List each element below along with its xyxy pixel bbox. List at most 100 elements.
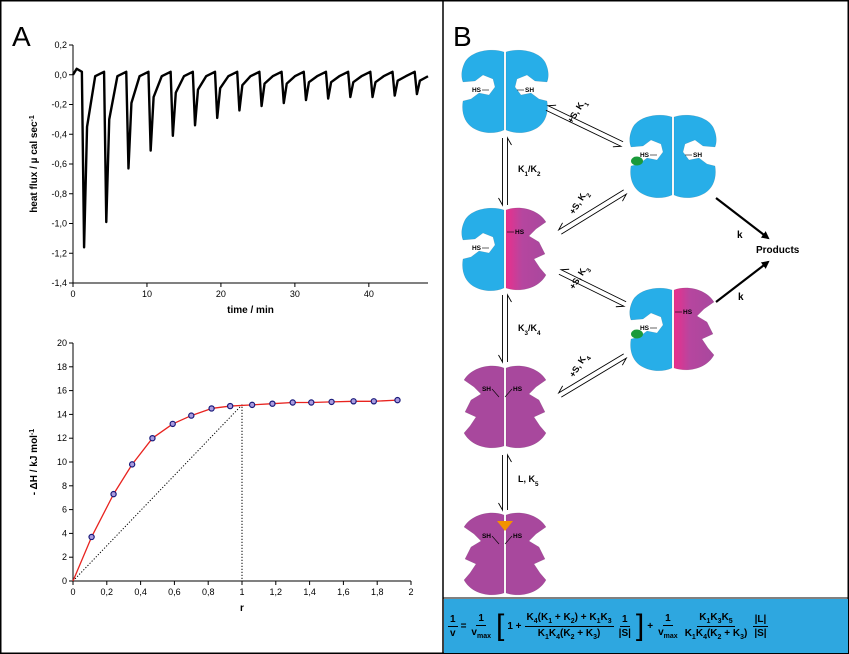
site-pointer <box>491 535 500 545</box>
subunit <box>461 207 505 291</box>
subscript: 1 <box>545 633 549 641</box>
subscript: 2 <box>537 171 541 178</box>
equation-term: K1K3K5 <box>697 612 735 627</box>
equation-term: vmax <box>656 626 680 640</box>
subscript: 1 <box>706 617 711 625</box>
text-part: K <box>600 611 608 623</box>
data-point <box>394 396 401 404</box>
subscript: 4 <box>556 633 561 641</box>
data-point <box>289 399 296 406</box>
data-point <box>88 533 95 541</box>
equation-term: K1K4(K2 + K3) <box>683 627 750 641</box>
equilibrium-arrow <box>498 136 512 207</box>
equilibrium-arrow <box>498 453 512 512</box>
subunit <box>463 365 505 449</box>
text-part: ) + K <box>574 611 597 623</box>
subunit <box>673 287 715 371</box>
equation-term: K4(K1 + K2) + K1K3 <box>524 611 614 627</box>
text-part: /K <box>528 164 538 174</box>
equilibrium-label: K1/K2 <box>518 164 541 178</box>
rate-arrow <box>715 260 770 303</box>
site-pointer <box>491 388 500 398</box>
ligand <box>497 521 513 531</box>
data-point <box>248 401 256 409</box>
equilibrium-arrow <box>498 293 512 364</box>
y-tick-label: -0,4 <box>51 129 67 139</box>
equation-term: v <box>450 627 456 639</box>
text-part: (K <box>560 627 571 639</box>
site-label: SH <box>693 152 702 159</box>
y-axis-label-text: - ΔH / kJ mol <box>29 435 40 495</box>
x-tick-label: 0,4 <box>134 587 147 597</box>
equation-term: 1 <box>663 612 673 626</box>
text-part: + K <box>721 627 741 639</box>
enzyme-dimer: SH HS <box>463 365 547 449</box>
y-axis-label-text: heat flux / µ cal sec <box>29 121 40 213</box>
subunit <box>461 49 505 133</box>
equilibrium-label: +S, K3 <box>567 263 593 293</box>
equation-term: |L| <box>752 613 769 627</box>
subscript: 3 <box>607 617 612 625</box>
x-tick-label: 1,4 <box>303 587 316 597</box>
data-line <box>72 399 398 582</box>
site-pointer <box>504 535 513 545</box>
y-tick-label: 18 <box>57 362 67 372</box>
data-point <box>328 398 335 406</box>
panel-label: A <box>12 21 31 52</box>
subscript: 2 <box>570 617 575 625</box>
x-tick-label: 1,8 <box>371 587 384 597</box>
subunit <box>505 512 547 596</box>
subunit <box>629 114 673 198</box>
site-label: HS <box>513 533 523 540</box>
x-tick-label: 1,6 <box>337 587 350 597</box>
subscript: 4 <box>703 633 707 641</box>
x-tick-label: 0,2 <box>101 587 114 597</box>
subscript: max <box>476 632 491 640</box>
data-point <box>188 412 195 419</box>
x-tick-label: 0 <box>70 587 75 597</box>
subscript: 4 <box>585 355 593 362</box>
fraction: 1 vmax <box>469 613 493 640</box>
subscript: 5 <box>535 481 539 488</box>
panel-label: B <box>453 21 472 52</box>
equilibrium-arrow <box>558 268 627 308</box>
subscript: 2 <box>570 633 575 641</box>
data-point <box>370 398 378 405</box>
superscript: -1 <box>29 115 36 121</box>
data-point <box>149 435 156 442</box>
y-tick-label: -1,0 <box>51 219 67 229</box>
y-tick-label: 2 <box>62 552 67 562</box>
text-part: K <box>548 627 557 639</box>
enzyme-dimer: HS SH <box>629 114 717 198</box>
subscript: 3 <box>740 633 744 641</box>
equation-term: ] <box>635 609 645 642</box>
subunit <box>505 207 547 291</box>
subscript: 1 <box>596 617 601 625</box>
subscript: 1 <box>548 617 553 625</box>
equation-term: [ <box>495 609 505 642</box>
equation-term: 1 + <box>507 620 522 632</box>
subscript: 4 <box>533 617 538 625</box>
equilibrium-label: +S, K2 <box>567 188 593 218</box>
subscript: 3 <box>593 633 598 641</box>
site-label: HS <box>683 309 693 316</box>
y-tick-label: 16 <box>57 386 67 396</box>
y-tick-label: 10 <box>57 457 67 467</box>
enzyme-dimer: HS HS <box>629 287 715 371</box>
x-tick-label: 30 <box>290 289 300 299</box>
site-label: SH <box>525 87 534 94</box>
y-tick-label: 0 <box>62 576 67 586</box>
enzyme-dimer: SH HS <box>463 512 547 596</box>
y-axis-label: heat flux / µ cal sec-1 <box>29 115 41 213</box>
x-tick-label: 0,6 <box>168 587 181 597</box>
text-part: K <box>537 627 545 639</box>
subscript: max <box>663 632 678 640</box>
fraction: |L| |S| <box>752 613 769 639</box>
y-tick-label: 4 <box>62 528 67 538</box>
equilibrium-arrow <box>545 104 624 148</box>
equation-term: |S| <box>618 627 631 639</box>
x-tick-label: 10 <box>142 289 152 299</box>
